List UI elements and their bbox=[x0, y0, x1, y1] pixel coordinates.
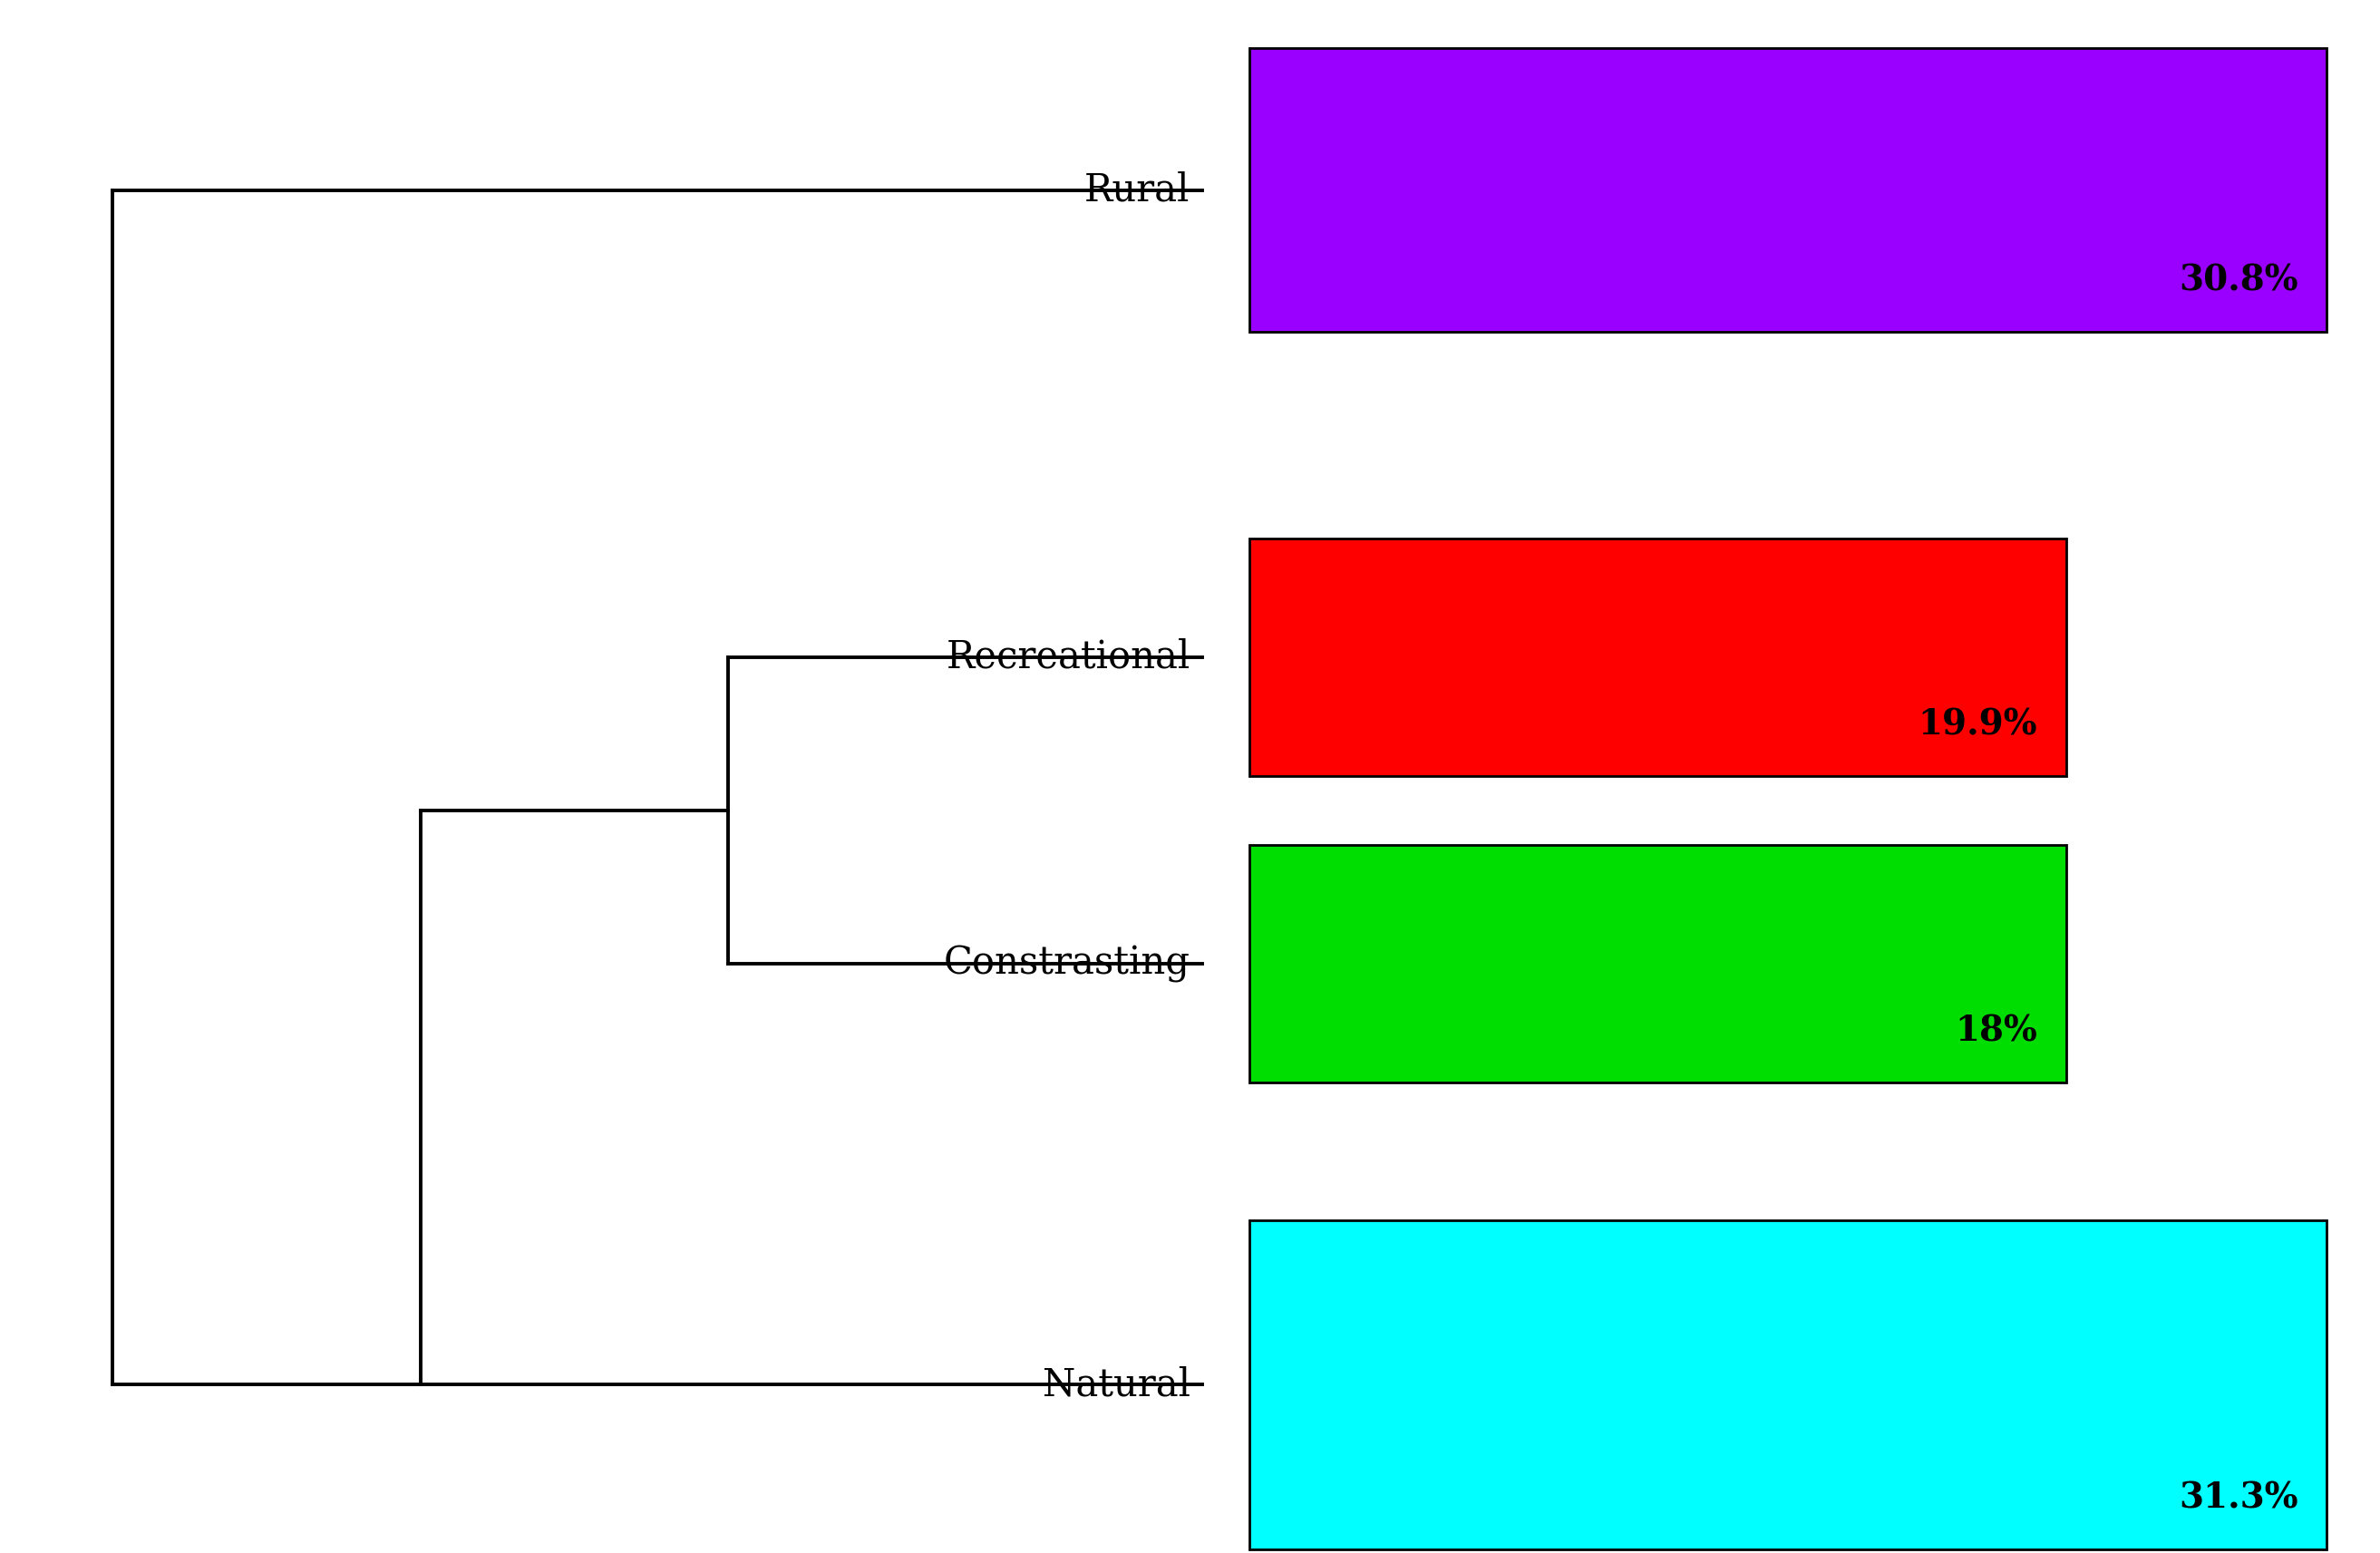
FancyBboxPatch shape bbox=[1250, 48, 2325, 332]
Text: Natural: Natural bbox=[1042, 1365, 1190, 1404]
Text: 31.3%: 31.3% bbox=[2178, 1482, 2299, 1516]
Text: 19.9%: 19.9% bbox=[1918, 708, 2037, 742]
Text: Rural: Rural bbox=[1085, 171, 1190, 210]
FancyBboxPatch shape bbox=[1250, 845, 2066, 1082]
FancyBboxPatch shape bbox=[1250, 1221, 2325, 1550]
Text: 18%: 18% bbox=[1954, 1014, 2037, 1048]
FancyBboxPatch shape bbox=[1250, 539, 2066, 776]
Text: Constrasting: Constrasting bbox=[942, 944, 1190, 983]
Text: 30.8%: 30.8% bbox=[2178, 264, 2299, 298]
Text: Recreational: Recreational bbox=[945, 638, 1190, 676]
